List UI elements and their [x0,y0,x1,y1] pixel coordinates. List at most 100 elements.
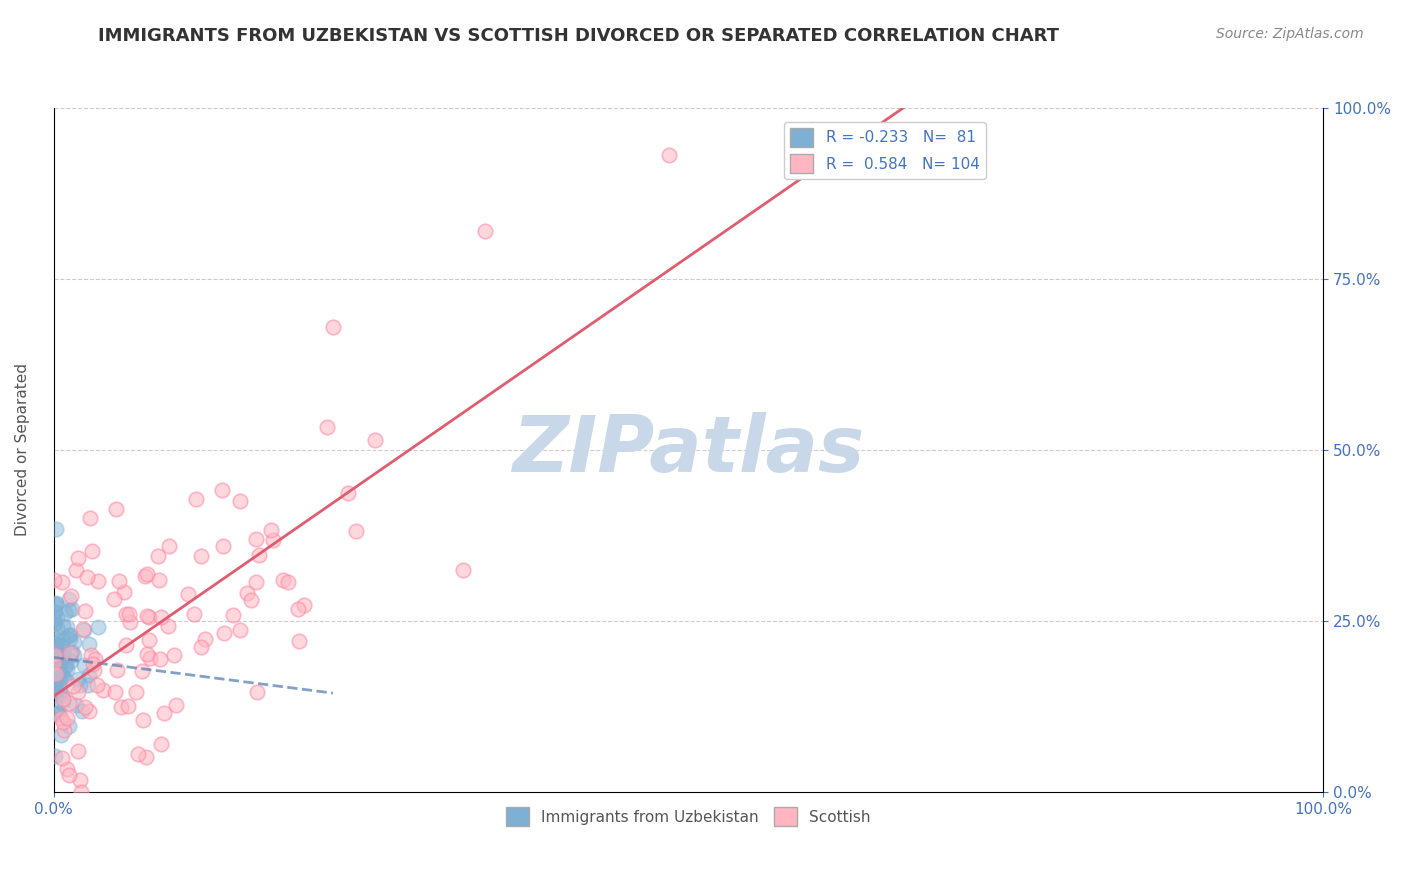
Point [453,563,475,577]
Point [46,665,69,679]
Point [44,663,66,677]
Point [52,634,75,648]
Point [44,648,66,662]
Point [73,657,96,672]
Point [58,603,80,617]
Point [44,615,66,630]
Point [44,573,66,587]
Point [82,657,104,671]
Point [45,596,67,610]
Text: IMMIGRANTS FROM UZBEKISTAN VS SCOTTISH DIVORCED OR SEPARATED CORRELATION CHART: IMMIGRANTS FROM UZBEKISTAN VS SCOTTISH D… [98,27,1059,45]
Point [59,589,82,603]
Point [53,607,76,621]
Point [56,710,79,724]
Point [79,511,101,525]
Point [58,696,80,710]
Point [363,434,385,448]
Point [292,599,315,613]
Point [44,679,66,693]
Point [183,607,205,622]
Point [212,626,235,640]
Point [156,619,179,633]
Point [337,486,360,500]
Point [105,663,128,677]
Point [287,602,309,616]
Point [46,611,69,625]
Point [45,632,67,647]
Point [316,420,339,434]
Point [247,548,270,562]
Point [45,666,67,681]
Point [104,685,127,699]
Point [52,649,75,664]
Point [86,620,108,634]
Point [51,575,73,590]
Point [45,657,67,672]
Point [149,652,172,666]
Point [76,678,98,692]
Point [107,574,129,588]
Point [44,637,66,651]
Point [45,665,67,680]
Point [157,539,180,553]
Point [51,751,73,765]
Point [288,634,311,648]
Point [87,574,110,588]
Point [165,698,187,713]
Point [162,648,184,662]
Point [62,634,84,648]
Point [51,655,73,669]
Point [222,607,245,622]
Point [46,642,69,657]
Point [112,584,135,599]
Point [70,785,93,799]
Point [120,615,142,630]
Point [55,673,77,688]
Point [474,224,496,238]
Point [245,532,267,546]
Point [117,607,139,621]
Point [77,668,100,682]
Point [67,685,90,699]
Point [79,648,101,663]
Point [59,628,82,642]
Point [46,650,69,665]
Point [83,663,105,677]
Point [53,660,76,674]
Point [48,662,70,676]
Point [273,573,295,587]
Point [229,623,252,637]
Point [177,586,200,600]
Point [49,728,72,742]
Point [44,748,66,763]
Point [91,682,114,697]
Point [44,663,66,677]
Point [44,597,66,611]
Point [63,648,86,662]
Point [110,699,132,714]
Point [77,637,100,651]
Point [194,632,217,646]
Point [76,570,98,584]
Point [44,673,66,688]
Point [135,648,157,662]
Point [42,611,65,625]
Point [138,609,160,624]
Point [72,622,94,636]
Point [150,610,173,624]
Point [245,574,267,589]
Point [45,637,67,651]
Point [52,691,75,706]
Point [69,773,91,788]
Point [59,655,82,669]
Point [44,617,66,632]
Point [658,148,681,162]
Point [127,747,149,761]
Point [80,544,103,558]
Point [236,585,259,599]
Point [46,706,69,721]
Point [44,682,66,697]
Y-axis label: Divorced or Separated: Divorced or Separated [15,363,30,536]
Point [42,656,65,670]
Point [49,681,72,695]
